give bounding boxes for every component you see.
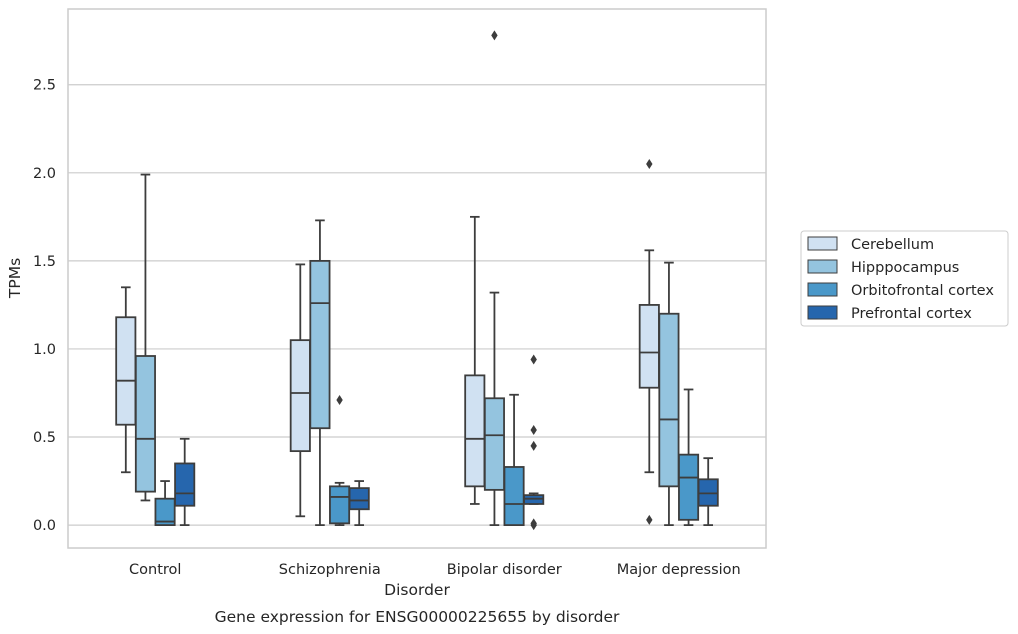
x-tick-labels: Control Schizophrenia Bipolar disorder Majo… [129, 562, 741, 578]
x-tick-label: Control [129, 562, 181, 578]
iqr-box [503, 466, 525, 527]
y-tick-label: 2.0 [33, 166, 56, 182]
y-tick-label: 0.5 [33, 430, 56, 446]
iqr-box [638, 304, 660, 389]
box-orbitofrontal-cortex [329, 395, 351, 527]
legend-swatch [807, 282, 838, 297]
outlier-point [336, 395, 343, 406]
boxes-layer [115, 30, 719, 531]
box-cerebellum [289, 263, 311, 518]
x-tick-label: Schizophrenia [279, 562, 381, 578]
outlier-point [530, 354, 537, 365]
box-prefrontal-cortex [348, 480, 370, 527]
outlier-point [530, 440, 537, 451]
outlier-point [530, 518, 537, 529]
x-axis-label: Disorder [384, 581, 450, 599]
y-tick-labels: 0.0 0.5 1.0 1.5 2.0 2.5 [33, 78, 56, 534]
legend-swatch [807, 259, 838, 274]
y-tick-label: 1.0 [33, 342, 56, 358]
y-tick-label: 2.5 [33, 78, 56, 94]
legend-label: Orbitofrontal cortex [851, 283, 994, 299]
outlier-point [530, 424, 537, 435]
iqr-box [154, 497, 176, 527]
iqr-box [464, 374, 486, 488]
iqr-box [174, 462, 196, 507]
iqr-box [329, 485, 351, 525]
y-tick-label: 1.5 [33, 254, 56, 270]
box-prefrontal-cortex [174, 437, 196, 527]
box-prefrontal-cortex [697, 457, 719, 527]
legend: Cerebellum Hipppocampus Orbitofrontal cort… [800, 230, 1009, 327]
outlier-point [491, 30, 498, 41]
box-cerebellum [115, 286, 137, 474]
iqr-box [134, 355, 156, 493]
iqr-box [483, 397, 505, 491]
x-tick-label: Major depression [617, 562, 741, 578]
plot-frame [67, 8, 767, 549]
outlier-point [646, 159, 653, 170]
box-orbitofrontal-cortex [503, 393, 525, 527]
iqr-box [115, 316, 137, 426]
legend-label: Hipppocampus [851, 260, 959, 276]
iqr-box [289, 339, 311, 453]
legend-swatch [807, 305, 838, 320]
outlier-point [646, 514, 653, 525]
y-tick-label: 0.0 [33, 518, 56, 534]
x-tick-label: Bipolar disorder [447, 562, 562, 578]
box-hipppocampus [483, 30, 505, 527]
iqr-box [348, 487, 370, 511]
legend-label: Prefrontal cortex [851, 306, 972, 322]
box-hipppocampus [134, 173, 156, 502]
box-hipppocampus [309, 219, 331, 527]
iqr-box [658, 312, 680, 488]
box-prefrontal-cortex [523, 354, 545, 531]
iqr-box [309, 259, 331, 430]
iqr-box [678, 453, 700, 521]
legend-swatch [807, 236, 838, 251]
legend-frame [800, 230, 1009, 327]
box-orbitofrontal-cortex [154, 480, 176, 527]
box-hipppocampus [658, 261, 680, 527]
legend-label: Cerebellum [851, 237, 934, 253]
figure-caption: Gene expression for ENSG00000225655 by d… [215, 608, 620, 626]
y-axis-label: TPMs [6, 258, 24, 299]
